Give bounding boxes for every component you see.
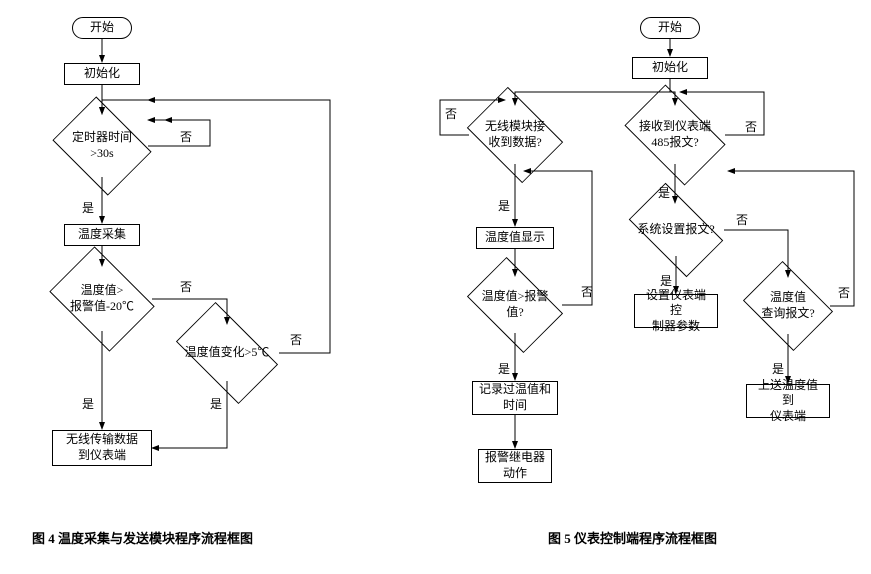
node-label: 接收到仪表端 485报文? (639, 119, 711, 150)
node-label: 报警继电器 动作 (485, 450, 545, 481)
fig4-yes3: 是 (210, 395, 222, 412)
fig4-caption: 图 4 温度采集与发送模块程序流程框图 (32, 528, 253, 547)
fig5-yes4: 是 (660, 272, 672, 289)
node-label: 系统设置报文? (637, 222, 714, 238)
fig5-no3: 否 (581, 283, 593, 300)
node-label: 初始化 (652, 60, 688, 76)
fig4-send: 无线传输数据 到仪表端 (52, 430, 152, 466)
fig4-no2: 否 (180, 278, 192, 295)
fig5-init: 初始化 (632, 57, 708, 79)
fig4-d2: 温度值> 报警值-20℃ (52, 267, 152, 331)
node-label: 温度采集 (78, 227, 126, 243)
node-label: 无线传输数据 到仪表端 (66, 432, 138, 463)
fig5-d5: 温度值 查询报文? (746, 278, 830, 334)
fig5-no2: 否 (745, 118, 757, 135)
fig5-yes1: 是 (498, 197, 510, 214)
fig5-d4: 系统设置报文? (628, 204, 724, 256)
node-label: 无线模块接 收到数据? (485, 119, 545, 150)
node-label: 温度值> 报警值-20℃ (70, 283, 134, 314)
node-label: 温度值显示 (485, 230, 545, 246)
fig4-start: 开始 (72, 17, 132, 39)
node-label: 设置仪表端控 制器参数 (641, 288, 711, 335)
node-label: 上送温度值到 仪表端 (753, 378, 823, 425)
fig5-caption: 图 5 仪表控制端程序流程框图 (548, 528, 717, 547)
fig5-disp: 温度值显示 (476, 227, 554, 249)
fig5-d1: 无线模块接 收到数据? (469, 106, 561, 164)
fig5-yes3: 是 (498, 360, 510, 377)
fig4-d1: 定时器时间>30s (56, 115, 148, 177)
fig4-no1: 否 (180, 128, 192, 145)
fig5-setparam: 设置仪表端控 制器参数 (634, 294, 718, 328)
fig5-no4: 否 (736, 211, 748, 228)
fig5-upload: 上送温度值到 仪表端 (746, 384, 830, 418)
fig4-yes1: 是 (82, 199, 94, 216)
fig4-yes2: 是 (82, 395, 94, 412)
node-label: 温度值 查询报文? (761, 290, 814, 321)
node-label: 温度值>报警值? (476, 289, 554, 320)
fig5-no1: 否 (445, 105, 457, 122)
node-label: 定时器时间>30s (64, 130, 140, 161)
flowchart-container: 开始 初始化 定时器时间>30s 温度采集 温度值> 报警值-20℃ 温度值变化… (0, 0, 871, 574)
node-label: 初始化 (84, 66, 120, 82)
fig5-no5: 否 (838, 284, 850, 301)
node-label: 温度值变化>5℃ (185, 345, 270, 361)
fig5-start: 开始 (640, 17, 700, 39)
node-label: 记录过温值和 时间 (479, 382, 551, 413)
fig4-no3: 否 (290, 331, 302, 348)
fig5-d2: 接收到仪表端 485报文? (625, 106, 725, 164)
node-label: 开始 (658, 20, 682, 36)
fig4-init: 初始化 (64, 63, 140, 85)
node-label: 开始 (90, 20, 114, 36)
fig5-record: 记录过温值和 时间 (472, 381, 558, 415)
fig5-yes2: 是 (658, 184, 670, 201)
fig4-collect: 温度采集 (64, 224, 140, 246)
fig5-yes5: 是 (772, 360, 784, 377)
fig4-d3: 温度值变化>5℃ (175, 325, 279, 381)
fig5-d3: 温度值>报警值? (468, 277, 562, 333)
fig5-alarm: 报警继电器 动作 (478, 449, 552, 483)
